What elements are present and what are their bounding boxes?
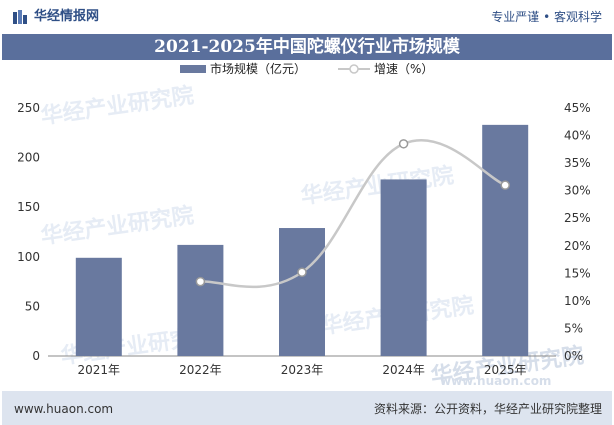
top-bar: 华经情报网 专业严谨 • 客观科学 [0,0,614,34]
brand-tagline: 专业严谨 • 客观科学 [491,10,602,24]
y-tick-label: 150 [17,200,40,214]
x-tick-label: 2021年 [78,363,121,377]
growth-point [195,276,206,287]
y-tick-label: 200 [17,151,40,165]
growth-point [398,139,409,149]
x-tick-label: 2023年 [281,363,324,377]
y-tick-label: 50 [25,299,40,313]
y2-tick-label: 45% [564,101,591,115]
legend-line-swatch [338,64,370,74]
footer-bar: www.huaon.com 资料来源：公开资料，华经产业研究院整理 [2,391,612,425]
y2-tick-label: 5% [564,321,583,335]
bar [279,228,325,356]
chart-legend: 市场规模（亿元） 增速（%） [0,60,614,78]
x-tick-label: 2025年 [484,363,527,377]
x-tick-label: 2022年 [179,363,222,377]
y2-tick-label: 20% [564,239,591,253]
bar [380,179,427,356]
y-tick-label: 0 [32,349,40,363]
title-bar: 2021-2025年中国陀螺仪行业市场规模 [2,34,612,60]
chart-title: 2021-2025年中国陀螺仪行业市场规模 [154,37,460,57]
bar [177,244,224,356]
footer-source: 资料来源：公开资料，华经产业研究院整理 [373,402,602,416]
brand-logo-icon [13,10,27,24]
growth-point [297,267,307,277]
legend-bar-swatch [180,65,206,73]
y2-tick-label: 15% [564,266,591,280]
y-tick-label: 250 [17,101,40,115]
growth-line [200,139,506,289]
bar [482,124,529,356]
legend-line-label: 增速（%） [374,62,434,76]
footer-site: www.huaon.com [14,402,114,416]
bar [75,257,122,356]
y2-tick-label: 10% [564,294,591,308]
x-tick-label: 2024年 [382,363,425,377]
y2-tick-label: 30% [564,184,591,198]
brand-name: 华经情报网 [34,9,100,24]
y2-tick-label: 35% [564,156,591,170]
chart-svg: 0 50 100 150 200 250 0% 5% 10% 15% 20% 25% 30% 35% 40%… [17,101,591,377]
chart-plot-area: 华经产业研究院 华经产业研究院 华经产业研究院 华经产业研究院 华经产业研究院 … [0,78,614,389]
y2-tick-label: 0% [564,349,583,363]
y2-tick-label: 40% [564,129,591,143]
y2-tick-label: 25% [564,211,591,225]
legend-bar-label: 市场规模（亿元） [210,62,307,76]
y-tick-label: 100 [17,250,40,264]
growth-point [500,180,510,190]
